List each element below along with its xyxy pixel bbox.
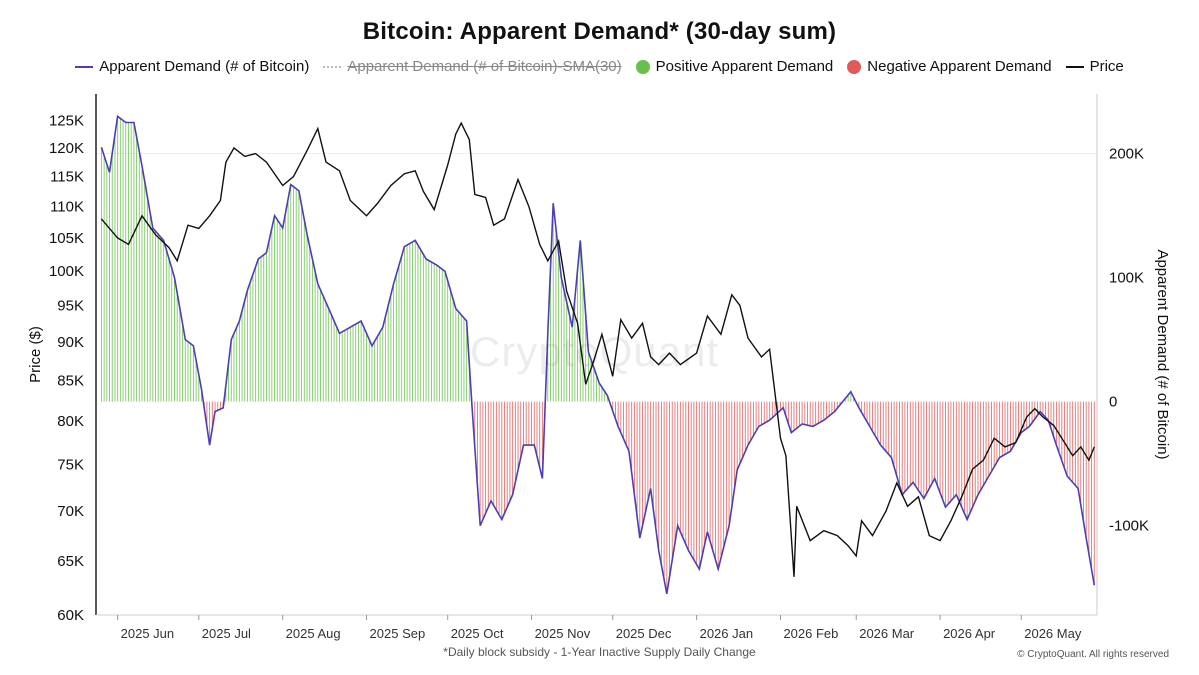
legend-item[interactable]: Price xyxy=(1065,58,1124,75)
left-tick-label: 110K xyxy=(50,199,84,216)
left-tick-label: 120K xyxy=(49,140,84,157)
demand-bars xyxy=(100,116,1095,594)
right-tick-label: -100K xyxy=(1109,518,1149,535)
right-tick-label: 0 xyxy=(1109,394,1117,411)
price-line xyxy=(100,121,1095,577)
chart-title: Bitcoin: Apparent Demand* (30-day sum) xyxy=(362,18,837,45)
left-tick-label: 90K xyxy=(57,334,84,351)
legend-swatch xyxy=(1065,65,1084,68)
x-tick-label: 2026 Feb xyxy=(783,626,838,641)
left-tick-label: 75K xyxy=(57,457,84,474)
copyright: © CryptoQuant. All rights reserved xyxy=(1017,649,1169,660)
legend-swatch xyxy=(323,65,342,68)
x-tick-label: 2025 Nov xyxy=(535,626,591,641)
left-tick-label: 60K xyxy=(57,607,84,624)
x-tick-label: 2026 May xyxy=(1024,626,1082,641)
apparent-demand-line xyxy=(100,114,1096,595)
legend-swatch xyxy=(635,59,650,74)
axes: 60K 65K 70K 75K 80K 85K 90K 95K 100K 105K 110K 115K… xyxy=(27,94,1171,641)
legend-item[interactable]: Negative Apparent Demand xyxy=(847,58,1052,75)
footnote: *Daily block subsidy - 1-Year Inactive S… xyxy=(443,645,756,659)
right-tick-label: 200K xyxy=(1109,146,1144,163)
watermark-logo: CryptoQuant xyxy=(470,328,720,375)
left-tick-label: 65K xyxy=(57,553,84,570)
legend-item[interactable]: Apparent Demand (# of Bitcoin) xyxy=(75,58,309,75)
left-tick-label: 125K xyxy=(49,112,84,129)
right-tick-label: 100K xyxy=(1109,270,1144,287)
legend-item[interactable]: Positive Apparent Demand xyxy=(635,58,834,75)
x-tick-label: 2025 Oct xyxy=(451,626,504,641)
right-axis-title: Apparent Demand (# of Bitcoin) xyxy=(1154,249,1171,459)
legend: Apparent Demand (# of Bitcoin) Apparent D… xyxy=(0,58,1199,75)
left-tick-label: 115K xyxy=(50,169,84,186)
series-lines xyxy=(100,114,1096,595)
left-tick-label: 95K xyxy=(57,297,84,314)
legend-label: Positive Apparent Demand xyxy=(655,58,834,75)
left-tick-label: 80K xyxy=(57,413,84,430)
x-tick-label: 2025 Dec xyxy=(616,626,672,641)
left-tick-label: 100K xyxy=(49,263,84,280)
left-tick-label: 70K xyxy=(57,503,84,520)
x-tick-label: 2025 Sep xyxy=(370,626,426,641)
x-tick-label: 2025 Jul xyxy=(202,626,251,641)
legend-item[interactable]: Apparent Demand (# of Bitcoin)-SMA(30) xyxy=(323,58,622,75)
x-tick-label: 2025 Aug xyxy=(286,626,341,641)
x-tick-label: 2025 Jun xyxy=(121,626,175,641)
legend-swatch xyxy=(75,65,94,68)
x-tick-label: 2026 Apr xyxy=(943,626,996,641)
legend-label: Apparent Demand (# of Bitcoin)-SMA(30) xyxy=(347,58,622,75)
x-tick-label: 2026 Jan xyxy=(700,626,754,641)
left-axis-title: Price ($) xyxy=(27,326,44,383)
legend-label: Price xyxy=(1089,58,1124,75)
left-tick-label: 105K xyxy=(49,230,84,247)
left-tick-label: 85K xyxy=(57,372,84,389)
legend-label: Apparent Demand (# of Bitcoin) xyxy=(99,58,310,75)
legend-swatch xyxy=(847,59,862,74)
legend-label: Negative Apparent Demand xyxy=(867,58,1052,75)
x-tick-label: 2026 Mar xyxy=(859,626,915,641)
